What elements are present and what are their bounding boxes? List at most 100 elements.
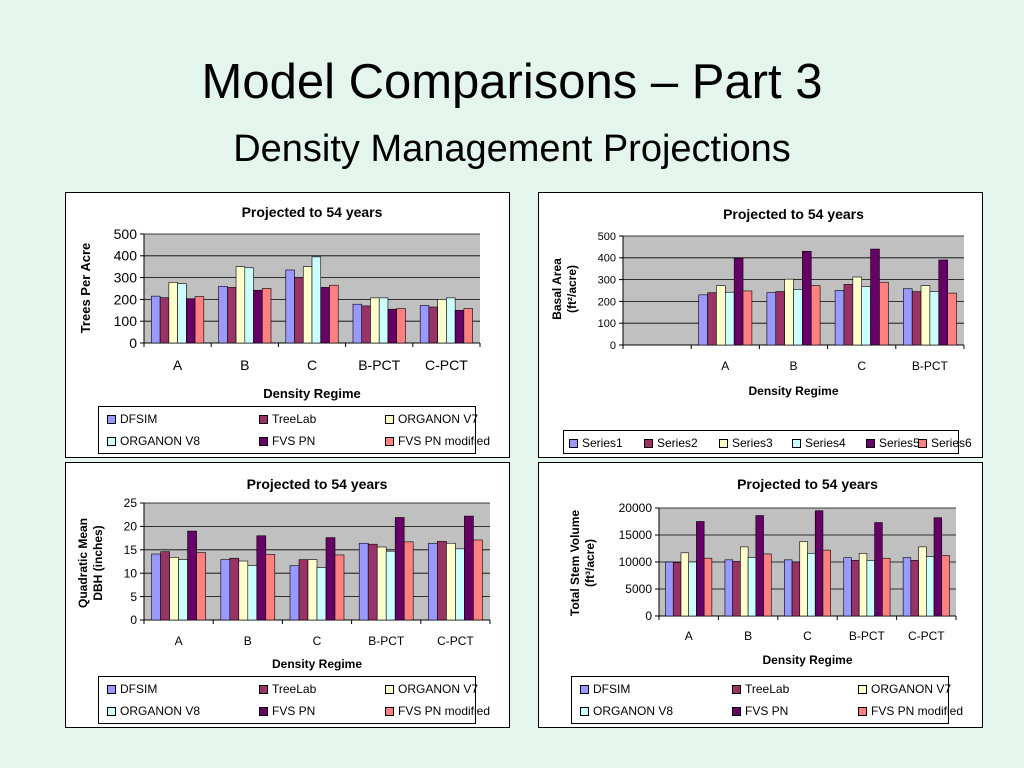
y-tick-label: 400 — [114, 248, 138, 264]
legend-item: ORGANON V7 — [385, 412, 478, 426]
legend-swatch — [259, 684, 268, 694]
bar — [187, 530, 197, 621]
legend-item: ORGANON V8 — [107, 434, 200, 448]
bar — [742, 290, 753, 346]
bar — [740, 546, 749, 617]
bar — [367, 543, 378, 621]
bar — [791, 561, 801, 617]
legend-swatch — [792, 438, 801, 448]
legend-swatch — [385, 414, 394, 424]
y-tick-label: 5000 — [625, 582, 652, 596]
legend-label: FVS PN modified — [398, 704, 491, 718]
x-axis-label: Density Regime — [762, 653, 852, 667]
x-axis-label: Density Regime — [263, 386, 361, 401]
chart-panel-basal-area: 0 100 200 300 400 500 A B C B-PCT Projected to 54 … — [538, 192, 983, 458]
legend-label: FVS PN — [272, 434, 316, 448]
y-tick-label: 0 — [645, 609, 652, 623]
legend-item: Series2 — [644, 436, 698, 450]
legend-item: DFSIM — [580, 682, 630, 696]
chart-svg: 0 100 200 300 400 500 A B C B-PCT Projected to 54 … — [550, 206, 965, 398]
bar — [177, 283, 187, 344]
x-tick-label: B-PCT — [849, 629, 886, 643]
legend-item: ORGANON V8 — [107, 704, 200, 718]
bar — [151, 553, 161, 621]
bar — [698, 294, 708, 346]
x-tick-label: B-PCT — [358, 357, 400, 373]
bar — [376, 546, 387, 621]
bar — [419, 305, 430, 344]
bar — [810, 285, 821, 346]
bar — [168, 282, 178, 344]
y-tick-label: 400 — [598, 253, 616, 265]
chart-legend: DFSIM TreeLab ORGANON V7 ORGANON V8 FVS PN FV… — [98, 406, 490, 454]
bar — [755, 515, 764, 617]
legend-swatch — [866, 438, 875, 448]
x-tick-label: B — [244, 634, 252, 648]
bar — [724, 559, 733, 617]
bar — [334, 554, 345, 621]
legend-label: FVS PN — [272, 704, 316, 718]
chart-panel-trees-per-acre: 0 100 200 300 400 500 A B C B-PCT C-PCT Projected t… — [65, 192, 510, 458]
bar — [159, 297, 170, 344]
x-tick-label: C-PCT — [908, 629, 945, 643]
bar — [707, 292, 717, 346]
y-tick-label: 15000 — [619, 528, 653, 542]
legend-item: FVS PN — [259, 434, 315, 448]
legend-swatch — [385, 684, 394, 694]
x-tick-label: C-PCT — [437, 634, 474, 648]
legend-label: ORGANON V7 — [871, 682, 952, 696]
y-tick-label: 300 — [114, 270, 138, 286]
legend-swatch — [858, 684, 867, 694]
bar — [747, 557, 757, 617]
bar — [385, 550, 396, 621]
legend-label: Series6 — [931, 436, 972, 450]
y-tick-label: 20 — [124, 520, 138, 534]
legend-swatch — [107, 414, 116, 424]
bar — [870, 248, 880, 346]
x-tick-label: C — [307, 357, 317, 373]
bar — [464, 515, 474, 621]
legend-label: ORGANON V8 — [120, 434, 201, 448]
bar — [814, 510, 824, 617]
legend-item: Series6 — [918, 436, 972, 450]
bar — [822, 549, 831, 617]
bar — [256, 535, 267, 621]
bar — [834, 290, 845, 346]
bar — [302, 266, 313, 344]
legend-label: DFSIM — [120, 412, 158, 426]
bar — [879, 281, 889, 346]
y-axis-label: Trees Per Acre — [78, 243, 93, 334]
bar — [947, 292, 957, 346]
bar — [732, 561, 741, 617]
legend-swatch — [580, 684, 589, 694]
legend-item: TreeLab — [259, 682, 316, 696]
legend-label: ORGANON V7 — [398, 412, 479, 426]
y-axis-label-group: Trees Per Acre — [78, 243, 93, 334]
x-tick-label: B-PCT — [368, 634, 405, 648]
bar — [294, 277, 304, 344]
y-tick-label: 0 — [129, 335, 137, 351]
chart-title: Projected to 54 years — [242, 204, 383, 220]
bar — [178, 559, 188, 621]
legend-swatch — [644, 438, 653, 448]
legend-swatch — [259, 706, 268, 716]
bar — [298, 559, 309, 621]
bar — [325, 537, 336, 621]
x-tick-label: C — [313, 634, 322, 648]
y-tick-label: 10 — [124, 566, 138, 580]
legend-item: DFSIM — [107, 412, 157, 426]
chart-legend: Series1 Series2 Series3 Series4 Series5 Serie… — [563, 430, 972, 454]
bar — [244, 267, 254, 344]
bar — [370, 297, 380, 344]
chart-svg: 0 5000 10000 15000 20000 A B C B-PCT C-PCT Project… — [568, 476, 957, 667]
legend-item: TreeLab — [259, 412, 316, 426]
x-tick-label: A — [685, 629, 693, 643]
bar — [672, 562, 682, 617]
bar — [910, 560, 919, 617]
y-axis-label-group: Quadratic Mean DBH (inches) — [76, 518, 105, 608]
legend-swatch — [385, 706, 394, 716]
bar — [902, 557, 912, 617]
bar — [454, 310, 465, 344]
legend-item: Series1 — [569, 436, 623, 450]
legend-item: Series3 — [719, 436, 773, 450]
